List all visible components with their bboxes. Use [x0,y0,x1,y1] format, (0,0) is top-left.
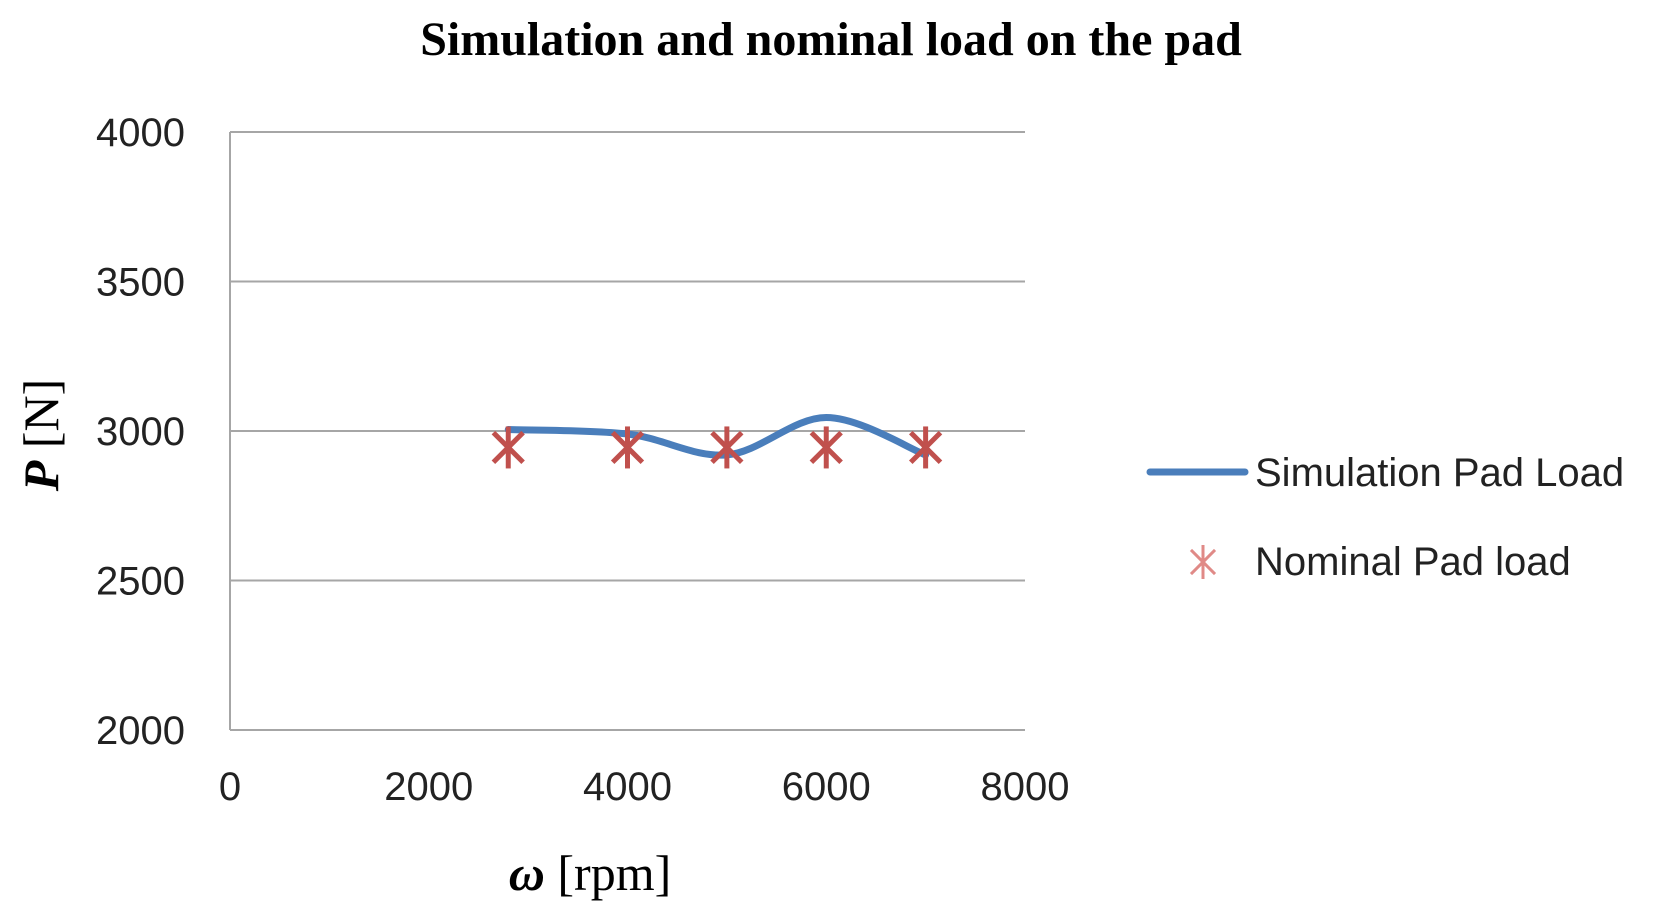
nominal-pad-load-marker-2800 [491,426,525,469]
y-tick-label-3000: 3000 [96,410,185,454]
x-axis-symbol: ω [509,845,545,901]
legend-label-simulation: Simulation Pad Load [1255,451,1624,495]
nominal-pad-load-marker-7000 [909,426,943,469]
y-tick-label-2500: 2500 [96,560,185,604]
x-tick-label-8000: 8000 [981,765,1070,809]
y-axis-label: P [N] [13,379,69,492]
nominal-pad-load-marker-6000 [809,426,843,469]
x-tick-labels: 0 2000 4000 6000 8000 [219,765,1070,809]
series-layer [491,414,943,469]
y-tick-label-3500: 3500 [96,261,185,305]
x-tick-label-4000: 4000 [583,765,672,809]
y-tick-label-4000: 4000 [96,111,185,155]
y-axis-unit: [N] [13,379,69,461]
x-axis-unit: [rpm] [545,845,671,901]
chart-title: Simulation and nominal load on the pad [420,13,1242,66]
nominal-pad-load-marker-4000 [610,426,645,469]
y-axis-symbol: P [13,460,69,492]
x-tick-label-0: 0 [219,765,241,809]
x-tick-label-6000: 6000 [782,765,871,809]
y-tick-labels: 2000 2500 3000 3500 4000 [96,111,185,753]
legend: Simulation Pad Load Nominal Pad load [1146,451,1624,584]
legend-asterisk [1189,545,1217,579]
nominal-pad-load-marker-5000 [710,426,744,469]
x-axis-label: ω [rpm] [509,845,672,901]
legend-asterisk-marker [1189,545,1217,579]
x-tick-label-2000: 2000 [384,765,473,809]
legend-label-nominal: Nominal Pad load [1255,540,1571,584]
y-tick-label-2000: 2000 [96,709,185,753]
